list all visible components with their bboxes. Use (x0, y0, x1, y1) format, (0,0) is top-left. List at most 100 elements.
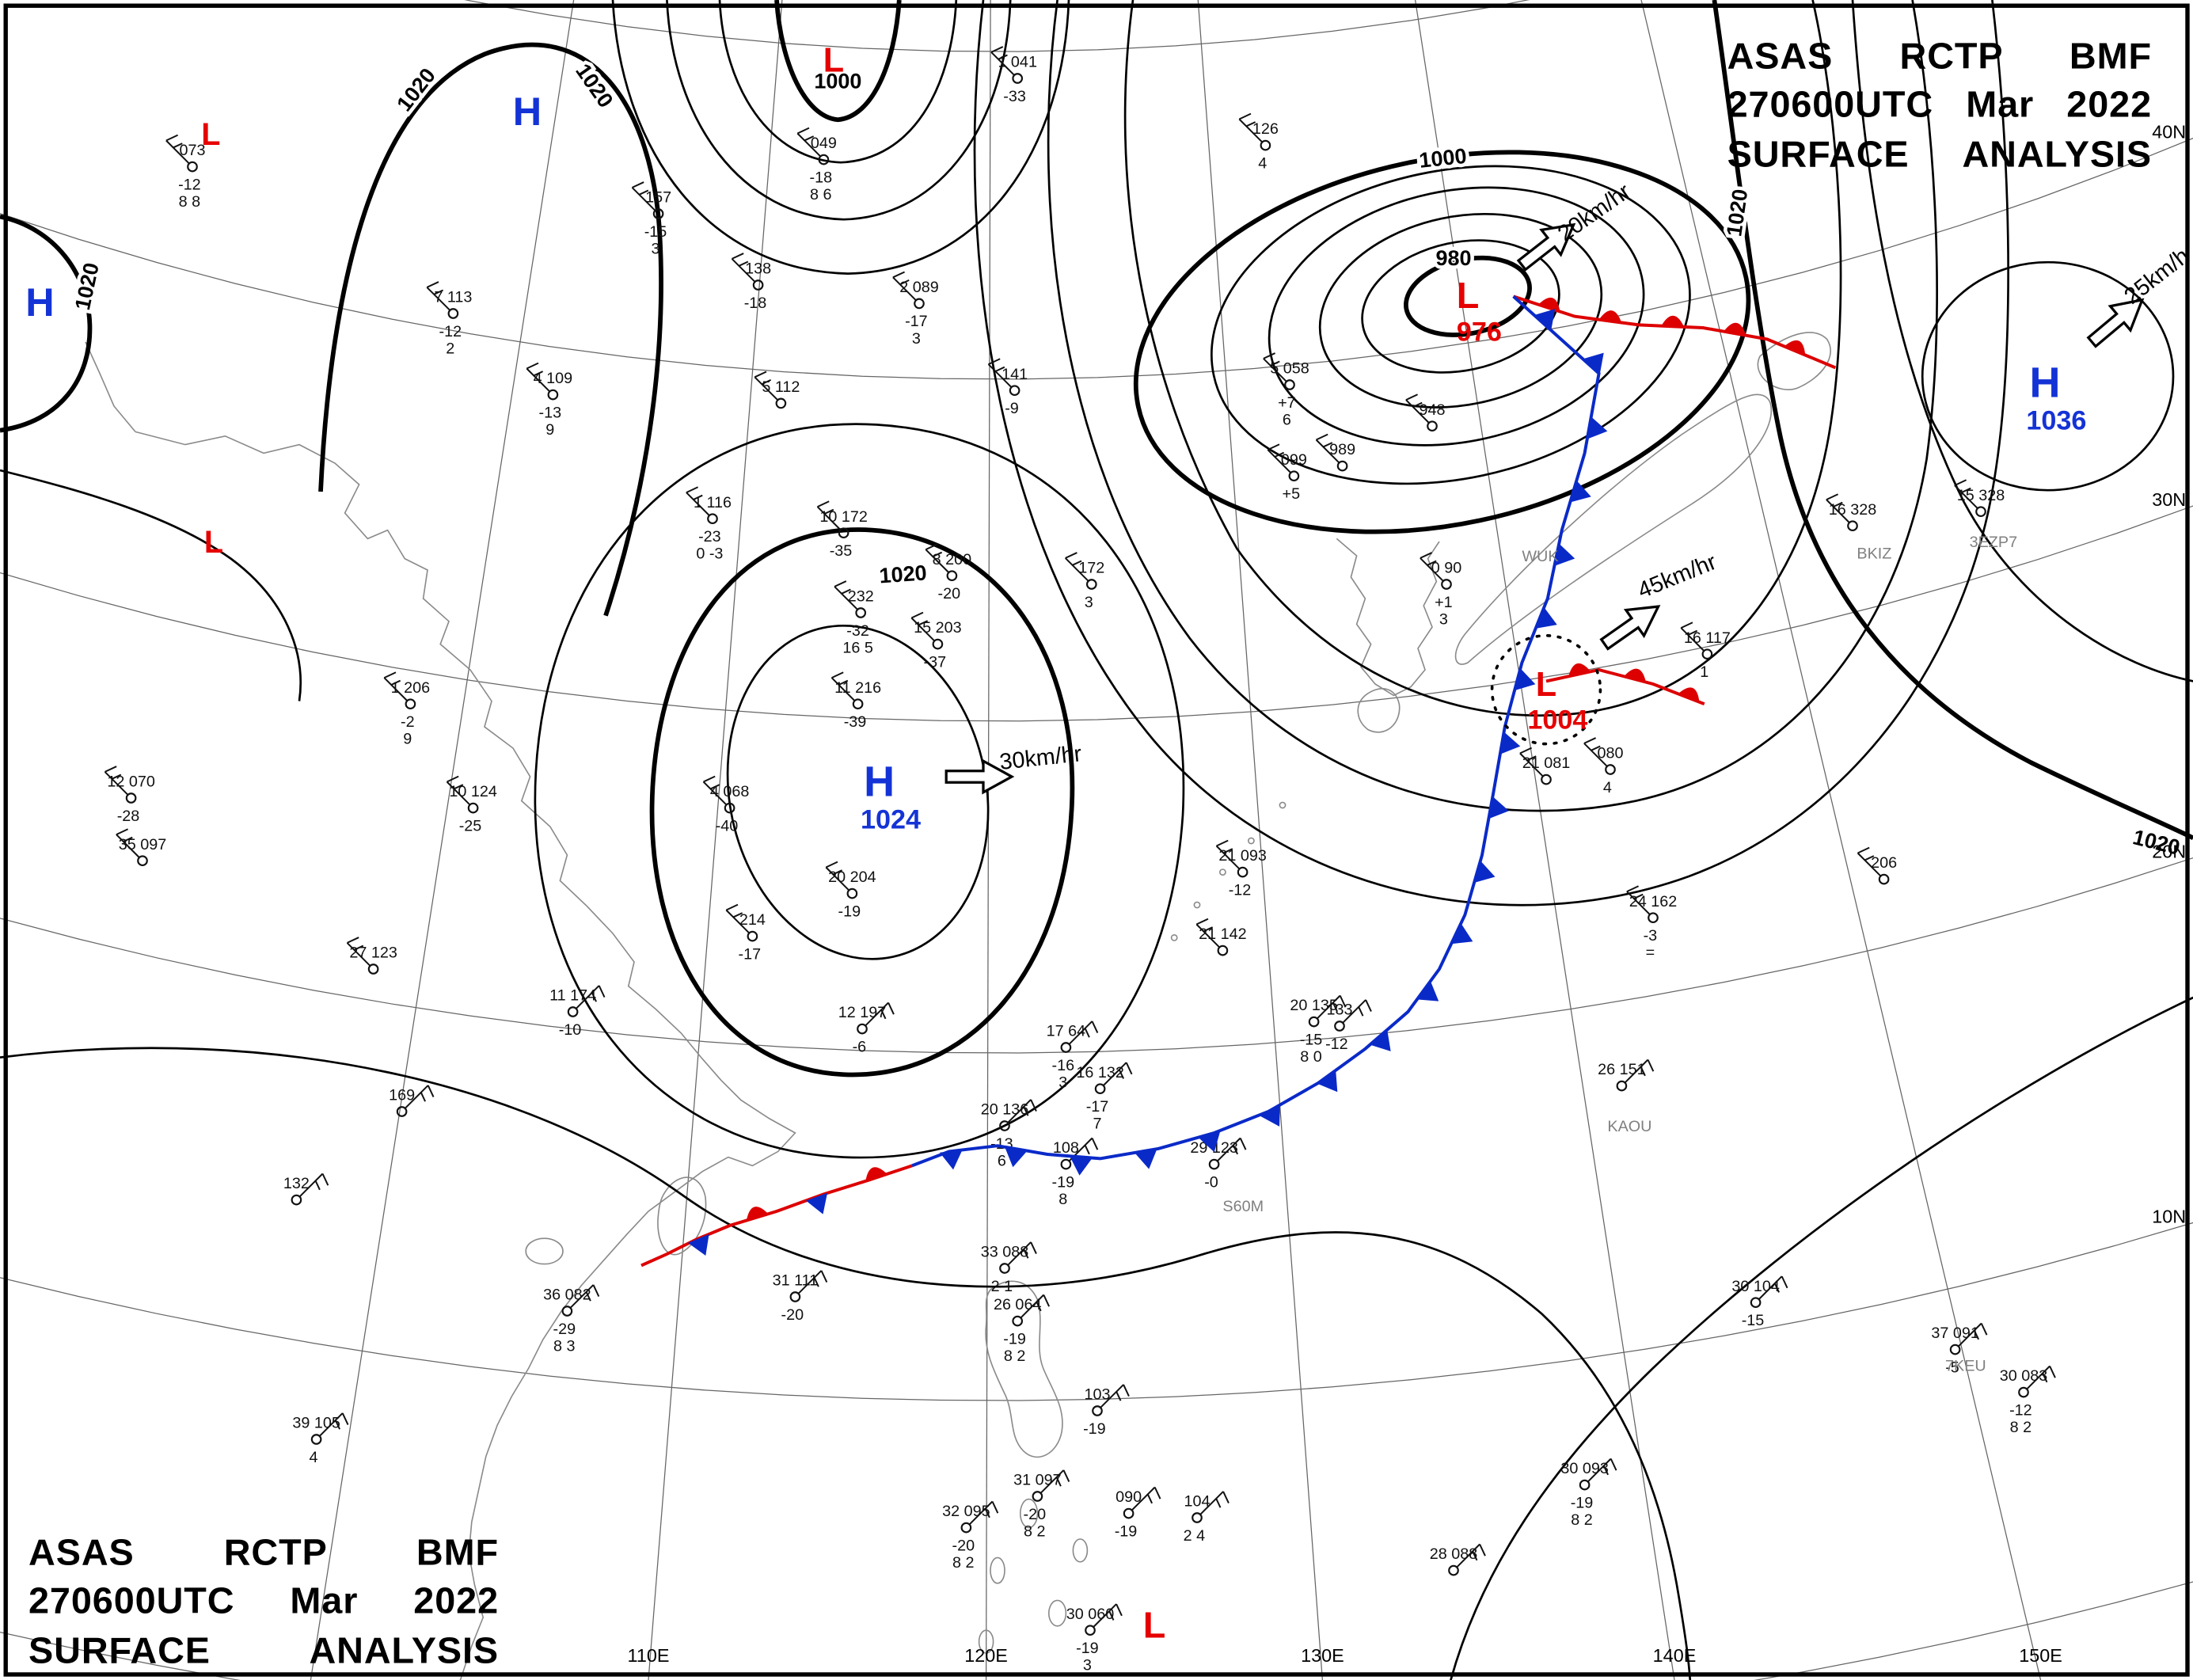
station-value: 206 (1871, 854, 1897, 872)
station-value: 30 083 (2000, 1367, 2048, 1385)
station-plot: 948 (1405, 393, 1446, 432)
station-value: 1 116 (694, 494, 732, 511)
station-plot: 26 064 -198 2 (994, 1294, 1051, 1365)
station-plot: 10 172 -35 (816, 500, 868, 560)
station-value: 28 088 (1430, 1545, 1478, 1563)
warm-front-semicircle (1784, 340, 1806, 355)
station-plot: 073 -128 8 (165, 134, 206, 211)
station-plot: 21 093 -12 (1215, 839, 1267, 899)
station-plot: 1 041 -33 (990, 46, 1037, 105)
high-symbol: H (513, 89, 542, 134)
longitude-label: 150E (2019, 1645, 2062, 1666)
ship-callsigns: WUK BKIZ 3EZP7 KAOU S60M 7KEU (1222, 534, 2017, 1374)
wind-barb (925, 549, 950, 573)
latitude-line (0, 1581, 2193, 1680)
wind-barb (318, 1412, 344, 1437)
isobar (1211, 165, 1691, 485)
station-value: -19 (1083, 1420, 1106, 1438)
isobar (1921, 260, 2175, 492)
high-symbol: H (25, 279, 54, 325)
station-plot: 157 -153 (631, 181, 671, 257)
ship-callsign: S60M (1222, 1198, 1264, 1215)
isobar (0, 1047, 1692, 1680)
station-plot: 11 174 -10 (549, 985, 606, 1039)
station-plot: 16 117 1 (1680, 621, 1731, 681)
latitude-label: 10N (2152, 1206, 2186, 1226)
station-plot: 12 197 -6 (838, 1002, 895, 1055)
station-value: 8 (1058, 1191, 1067, 1208)
station-value: 104 (1184, 1493, 1210, 1511)
wind-barb (426, 287, 451, 311)
station-plot: 15 203 -37 (910, 611, 962, 671)
movement-speed-label: 25km/h (2119, 243, 2193, 309)
cold-front-triangle (1370, 1029, 1391, 1051)
station-value: -20 (952, 1537, 975, 1554)
station-value: 30 104 (1731, 1278, 1780, 1295)
station-plot: 20 136-136 (981, 1099, 1037, 1169)
ship-callsign: KAOU (1607, 1118, 1651, 1135)
station-value: 16 328 (1829, 501, 1877, 519)
station-value: 132 (283, 1175, 310, 1192)
station-value: -17 (739, 945, 762, 963)
longitude-line (648, 0, 783, 1680)
wind-barb (116, 834, 140, 858)
wind-barb (1626, 891, 1651, 915)
station-value: -19 (1076, 1640, 1099, 1657)
station-value: 12 070 (107, 773, 155, 791)
station-plot: 26 151 (1598, 1059, 1655, 1092)
station-value: 21 142 (1199, 926, 1247, 943)
low-symbol: L (1457, 275, 1480, 316)
title-block-bottom-left: ASAS RCTP BMF 270600UTC Mar 2022 SURFACE… (29, 1528, 499, 1674)
chart-datetime: 270600UTC Mar 2022 (1727, 82, 2152, 126)
station-value: 080 (1597, 745, 1623, 762)
coastline (135, 431, 796, 1680)
station-plot: 2 089 -173 (892, 271, 939, 348)
station-value: -12 (2009, 1401, 2032, 1419)
isobar (0, 214, 93, 433)
wind-barb (816, 506, 842, 530)
station-value: -15 (644, 223, 667, 241)
isobar (1450, 996, 2193, 1680)
station-value: -19 (1115, 1522, 1138, 1540)
station-value: 16 117 (1684, 629, 1731, 647)
warm-front-semicircle (1678, 687, 1700, 702)
station-value: 12 197 (838, 1004, 887, 1021)
wind-barb (892, 276, 917, 302)
wind-barb (1195, 923, 1221, 948)
wind-barb (2026, 1365, 2050, 1390)
station-value: -28 (117, 808, 140, 825)
isobar (1851, 0, 2193, 682)
warm-front-semicircle (865, 1167, 887, 1181)
station-value: -12 (1229, 881, 1252, 899)
station-value: -20 (781, 1306, 804, 1324)
isobar (1361, 239, 1560, 374)
coastline (1218, 869, 1226, 876)
isobar (0, 469, 302, 701)
center-pressure-value: 1024 (861, 805, 921, 835)
wind-barb (1583, 743, 1608, 767)
station-value: 108 (1053, 1139, 1079, 1157)
wind-barb (702, 781, 728, 806)
station-value: -13 (539, 404, 562, 421)
station-value: 4 109 (534, 370, 573, 387)
wind-barb (1020, 1294, 1044, 1319)
wind-barb (1758, 1275, 1783, 1300)
isobar (1133, 150, 1751, 534)
wind-barb (725, 909, 751, 934)
station-value: -20 (938, 585, 961, 602)
coastline (978, 1629, 994, 1654)
station-plot: 20 135 -158 0 (1290, 994, 1347, 1066)
station-value: 5 112 (762, 378, 800, 396)
station-plot: 169 (389, 1085, 435, 1117)
station-value: 3 (912, 330, 921, 348)
station-value: 0 90 (1431, 560, 1462, 577)
cold-front-triangle (1515, 668, 1536, 691)
movement-arrow (1516, 222, 1576, 272)
coastline (85, 341, 136, 432)
wind-barb (1420, 557, 1444, 582)
station-value: 16 132 (1076, 1064, 1124, 1081)
center-pressure-value: 1036 (2026, 406, 2086, 436)
station-plot: 138 -18 (731, 253, 771, 312)
